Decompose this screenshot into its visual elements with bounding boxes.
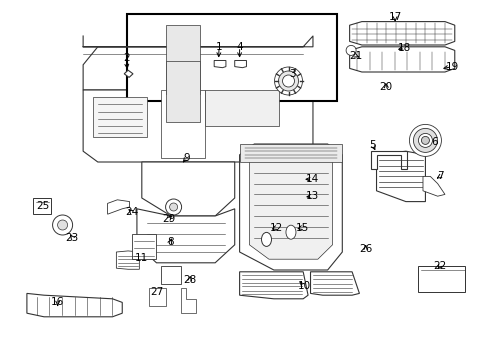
Bar	[127, 14, 337, 101]
Text: 10: 10	[297, 281, 310, 291]
Circle shape	[165, 199, 181, 215]
Polygon shape	[239, 144, 342, 162]
Polygon shape	[132, 234, 156, 259]
Polygon shape	[27, 293, 122, 317]
Polygon shape	[83, 90, 312, 162]
Text: 1: 1	[215, 42, 222, 52]
Circle shape	[408, 125, 441, 156]
Circle shape	[274, 67, 302, 95]
Text: 4: 4	[236, 42, 243, 52]
Polygon shape	[422, 176, 444, 196]
Polygon shape	[161, 90, 205, 158]
Circle shape	[421, 136, 428, 144]
Ellipse shape	[261, 233, 271, 246]
Text: 11: 11	[135, 253, 148, 264]
Text: 27: 27	[149, 287, 163, 297]
Polygon shape	[137, 209, 234, 263]
Ellipse shape	[285, 225, 295, 239]
Text: 17: 17	[387, 12, 401, 22]
Polygon shape	[376, 151, 425, 202]
Polygon shape	[149, 288, 166, 306]
Polygon shape	[142, 162, 234, 216]
Text: 23: 23	[65, 233, 79, 243]
Polygon shape	[239, 272, 307, 299]
Text: 12: 12	[269, 222, 283, 233]
Polygon shape	[116, 251, 139, 269]
Circle shape	[418, 134, 431, 147]
Text: 14: 14	[305, 174, 318, 184]
Circle shape	[278, 71, 298, 91]
Polygon shape	[234, 60, 246, 68]
Polygon shape	[181, 288, 195, 313]
Circle shape	[53, 215, 72, 235]
Polygon shape	[249, 151, 332, 259]
Bar	[417, 266, 464, 292]
Bar	[166, 25, 200, 94]
Text: 22: 22	[432, 261, 446, 271]
Text: 9: 9	[183, 153, 190, 163]
Polygon shape	[124, 70, 133, 77]
Text: 6: 6	[430, 137, 437, 147]
Text: 19: 19	[445, 62, 458, 72]
Polygon shape	[83, 47, 312, 90]
Polygon shape	[310, 272, 359, 295]
Text: 24: 24	[125, 207, 139, 217]
Text: 28: 28	[183, 275, 196, 285]
Text: 5: 5	[368, 140, 375, 150]
Polygon shape	[370, 151, 406, 169]
Text: 21: 21	[348, 51, 362, 61]
Polygon shape	[161, 266, 181, 284]
Text: 13: 13	[305, 191, 318, 201]
Polygon shape	[93, 97, 146, 137]
Text: 26: 26	[358, 244, 372, 254]
Text: 7: 7	[436, 171, 443, 181]
Text: 20: 20	[379, 82, 392, 92]
Polygon shape	[349, 22, 454, 45]
Bar	[166, 61, 200, 122]
Circle shape	[346, 45, 355, 55]
Polygon shape	[349, 47, 454, 72]
Text: 18: 18	[397, 42, 411, 53]
Text: 3: 3	[289, 69, 296, 79]
Text: 16: 16	[51, 297, 64, 307]
Polygon shape	[107, 200, 129, 214]
Circle shape	[58, 220, 67, 230]
Text: 29: 29	[162, 214, 175, 224]
Circle shape	[169, 203, 177, 211]
Polygon shape	[205, 90, 278, 126]
Bar	[33, 198, 51, 214]
Text: 8: 8	[166, 237, 173, 247]
Text: 15: 15	[295, 222, 308, 233]
Text: 2: 2	[122, 53, 129, 63]
Circle shape	[282, 75, 294, 87]
Circle shape	[412, 129, 437, 152]
Polygon shape	[214, 60, 225, 68]
Polygon shape	[239, 144, 342, 270]
Text: 25: 25	[36, 201, 50, 211]
